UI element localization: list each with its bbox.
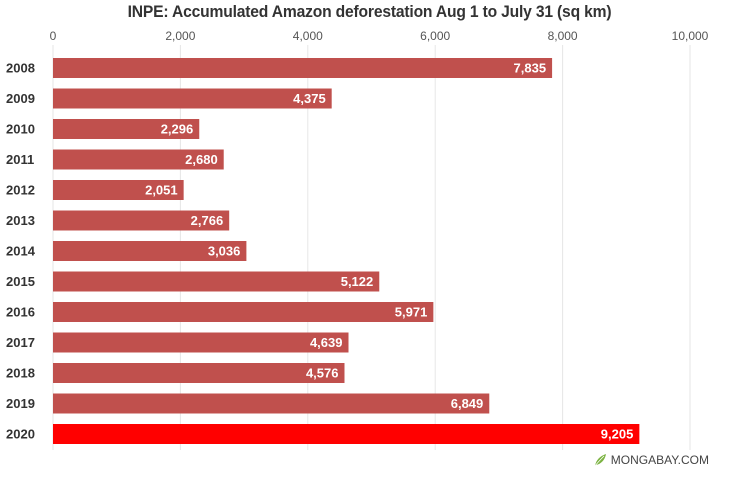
data-label-2014: 3,036	[208, 244, 241, 259]
y-tick-label: 2009	[6, 91, 35, 106]
x-tick-label: 6,000	[420, 29, 450, 43]
y-tick-label: 2014	[6, 244, 36, 259]
y-tick-label: 2016	[6, 305, 35, 320]
data-label-2008: 7,835	[514, 61, 547, 76]
data-label-2017: 4,639	[310, 335, 343, 350]
x-tick-label: 4,000	[293, 29, 323, 43]
y-tick-label: 2008	[6, 61, 35, 76]
y-tick-label: 2017	[6, 335, 35, 350]
bar-2013	[53, 210, 230, 231]
credit-text: MONGABAY.COM	[610, 453, 709, 467]
data-label-2013: 2,766	[191, 213, 224, 228]
bar-2017	[53, 332, 349, 353]
source-credit: MONGABAY.COM	[592, 452, 709, 468]
y-tick-label: 2013	[6, 213, 35, 228]
bar-2010	[53, 119, 200, 139]
bar-2011	[53, 149, 224, 170]
bar-2015	[53, 271, 380, 292]
bar-2014	[53, 241, 247, 261]
data-label-2009: 4,375	[293, 91, 326, 106]
data-label-2011: 2,680	[185, 152, 218, 167]
bar-2008	[53, 58, 553, 78]
bar-2018	[53, 363, 345, 383]
bar-2016	[53, 302, 434, 322]
y-tick-label: 2010	[6, 122, 35, 137]
y-tick-label: 2020	[6, 427, 35, 442]
bar-2012	[53, 180, 184, 200]
chart-title: INPE: Accumulated Amazon deforestation A…	[127, 2, 612, 21]
x-axis-ticks: 0 2,000 4,000 6,000 8,000 10,000	[50, 29, 709, 43]
y-tick-label: 2015	[6, 274, 35, 289]
y-tick-label: 2018	[6, 366, 35, 381]
data-label-2012: 2,051	[145, 183, 178, 198]
y-tick-label: 2012	[6, 183, 35, 198]
bar-2020	[53, 424, 640, 444]
y-tick-label: 2019	[6, 396, 35, 411]
x-tick-label: 10,000	[672, 29, 709, 43]
x-tick-label: 0	[50, 29, 57, 43]
x-tick-label: 2,000	[165, 29, 195, 43]
bars	[53, 58, 640, 444]
y-tick-label: 2011	[6, 152, 34, 167]
data-label-2010: 2,296	[161, 122, 194, 137]
bar-2009	[53, 88, 332, 109]
data-label-2018: 4,576	[306, 366, 339, 381]
leaf-logo-icon	[594, 454, 606, 467]
data-label-2019: 6,849	[451, 396, 484, 411]
x-tick-label: 8,000	[548, 29, 578, 43]
y-axis-ticks: 2008 2009 2010 2011 2012 2013 2014 2015 2016 2017…	[6, 61, 36, 442]
data-labels: 7,835 4,375 2,296 2,680 2,051 2,766 3,036 5,122…	[145, 61, 633, 442]
data-label-2016: 5,971	[395, 305, 428, 320]
data-label-2015: 5,122	[341, 274, 374, 289]
data-label-2020: 9,205	[601, 427, 634, 442]
bar-2019	[53, 393, 490, 414]
